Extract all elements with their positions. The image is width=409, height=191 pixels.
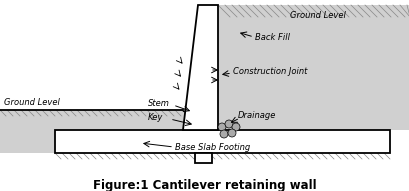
- Bar: [195, 153, 211, 163]
- Text: Figure:1 Cantilever retaining wall: Figure:1 Cantilever retaining wall: [93, 179, 316, 191]
- Circle shape: [227, 129, 236, 137]
- Circle shape: [225, 120, 232, 128]
- Bar: [0, 110, 389, 153]
- Text: Back Fill: Back Fill: [254, 33, 289, 43]
- Circle shape: [220, 130, 227, 138]
- Polygon shape: [182, 5, 218, 130]
- Circle shape: [231, 123, 239, 131]
- Text: Drainage: Drainage: [237, 112, 276, 121]
- Text: Construction Joint: Construction Joint: [232, 67, 307, 77]
- Bar: [218, 5, 409, 130]
- Text: Base Slab Footing: Base Slab Footing: [175, 143, 249, 152]
- Text: Ground Level: Ground Level: [4, 98, 60, 107]
- Text: Key: Key: [148, 112, 163, 121]
- Text: Ground Level: Ground Level: [289, 11, 345, 20]
- Circle shape: [218, 123, 225, 131]
- Bar: [55, 130, 389, 153]
- Text: Stem: Stem: [148, 99, 169, 108]
